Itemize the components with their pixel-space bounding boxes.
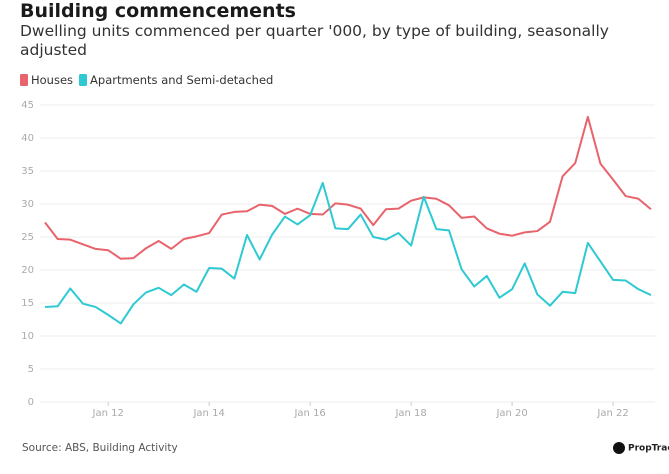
legend-label: Houses	[31, 73, 73, 87]
legend-swatch	[79, 74, 88, 86]
x-tick-label: Jan 14	[192, 408, 224, 419]
logo: PropTrack	[628, 444, 669, 454]
series-line	[44, 115, 652, 260]
x-tick-label: Jan 22	[596, 408, 628, 419]
y-tick-label: 10	[21, 331, 34, 342]
y-tick-label: 0	[28, 397, 34, 408]
series-line	[44, 181, 652, 325]
y-tick-label: 45	[21, 100, 34, 111]
x-tick-label: Jan 12	[92, 408, 124, 419]
x-tick-label: Jan 18	[394, 408, 426, 419]
chart-subtitle: Dwelling units commenced per quarter '00…	[20, 22, 609, 59]
y-tick-label: 5	[28, 364, 34, 375]
y-tick-label: 25	[21, 232, 34, 243]
chart-title: Building commencements	[20, 0, 296, 22]
y-tick-label: 20	[21, 265, 34, 276]
source: Source: ABS, Building Activity	[22, 442, 178, 454]
y-tick-label: 35	[21, 166, 34, 177]
y-tick-label: 30	[21, 199, 34, 210]
y-tick-label: 40	[21, 133, 34, 144]
x-tick-label: Jan 20	[495, 408, 527, 419]
logo-icon	[613, 442, 625, 454]
x-tick-label: Jan 16	[293, 408, 325, 419]
y-tick-label: 15	[21, 298, 34, 309]
legend-swatch	[20, 74, 28, 86]
legend-label: Apartments and Semi-detached	[90, 73, 273, 87]
